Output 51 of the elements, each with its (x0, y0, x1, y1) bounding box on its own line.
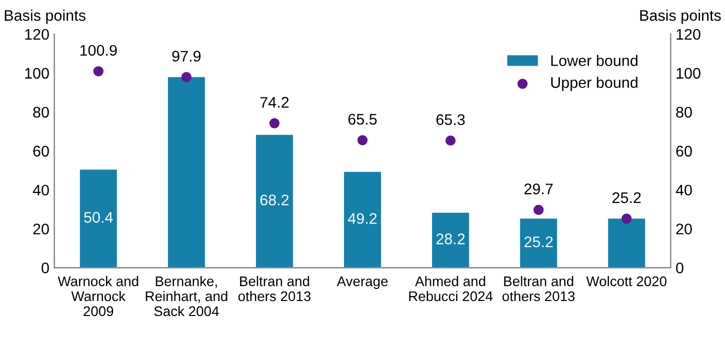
y2-tick-label: 20 (676, 224, 692, 234)
data-label: 65.3 (436, 114, 465, 126)
data-label: 74.2 (260, 96, 289, 108)
point (269, 118, 280, 128)
y2-tick-label: 120 (676, 28, 700, 40)
point (93, 66, 104, 76)
y2-axis-title: Basis points (640, 10, 721, 24)
bar (256, 134, 293, 268)
y-tick-label: 40 (32, 184, 49, 196)
y-tick-label: 80 (33, 106, 49, 118)
y-axis-title: Basis points (4, 10, 86, 24)
bar (432, 212, 470, 268)
data-label: 100.9 (80, 44, 117, 56)
bar (520, 218, 558, 268)
y-tick-label: 0 (42, 262, 49, 274)
y2-tick-label: 0 (676, 262, 684, 274)
bar (168, 77, 205, 268)
data-label: 68.2 (260, 194, 289, 206)
point (181, 72, 192, 82)
data-label: 28.2 (436, 234, 465, 244)
data-label: 65.5 (348, 114, 377, 125)
y-tick-label: 120 (25, 28, 49, 40)
x-tick-label: Ahmed and Rebucci 2024 (409, 276, 493, 302)
bar (80, 170, 117, 268)
data-label: 50.4 (84, 212, 113, 223)
point (533, 204, 544, 215)
y-tick-label: 20 (33, 224, 49, 234)
point (445, 135, 456, 146)
y2-tick-label: 60 (676, 146, 692, 157)
point (357, 135, 368, 146)
y-tick-label: 100 (25, 68, 49, 79)
y2-tick-label: 80 (676, 106, 692, 118)
data-label: 49.2 (348, 213, 377, 224)
x-tick-label: Bernanke, Reinhart, and Sack 2004 (146, 276, 228, 316)
y2-tick-label: 100 (676, 68, 700, 79)
legend-label: Upper bound (551, 76, 638, 91)
bar (344, 172, 381, 268)
data-label: 25.2 (524, 236, 553, 248)
x-tick-label: Average (336, 276, 388, 289)
x-tick-label: Beltran and others 2013 (502, 276, 575, 302)
point (622, 214, 632, 224)
data-label: 29.7 (524, 184, 553, 194)
x-tick-label: Warnock and Warnock 2009 (58, 276, 138, 316)
y2-tick-label: 40 (676, 184, 692, 196)
bar (608, 218, 646, 268)
legend-label: Lower bound (551, 54, 638, 66)
x-tick-label: Beltran and others 2013 (238, 276, 311, 302)
data-label: 97.9 (172, 50, 201, 62)
data-label: 25.2 (612, 192, 641, 204)
x-tick-label: Wolcott 2020 (586, 276, 666, 286)
y-tick-label: 60 (33, 146, 49, 157)
